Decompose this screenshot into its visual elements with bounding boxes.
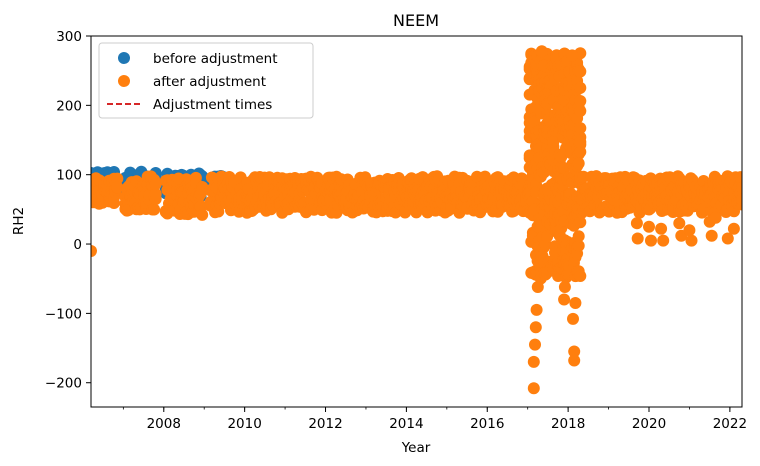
legend-marker-after-adjustment bbox=[118, 75, 130, 87]
outlier-point-1-1565 bbox=[567, 312, 579, 325]
point-1-947 bbox=[541, 230, 554, 243]
outlier-point-1-1560 bbox=[531, 281, 544, 293]
outlier-point-1-1572 bbox=[645, 234, 657, 247]
legend-entry-adjustment-times: Adjustment times bbox=[107, 97, 272, 113]
point-1-1552 bbox=[736, 181, 742, 194]
y-tick-label: −100 bbox=[45, 306, 82, 322]
y-ticks: −200 −100 0 100 200 300 bbox=[45, 29, 91, 392]
point-1-180 bbox=[196, 208, 209, 221]
legend-marker-before-adjustment bbox=[118, 52, 130, 64]
point-1-1550 bbox=[734, 171, 742, 184]
point-1-1239 bbox=[574, 270, 587, 282]
x-tick-label: 2018 bbox=[551, 416, 585, 432]
outlier-point-1-1575 bbox=[673, 217, 686, 230]
outlier-point-1-1582 bbox=[721, 232, 734, 245]
x-tick-label: 2008 bbox=[147, 416, 181, 432]
outlier-point-1-1554 bbox=[91, 245, 97, 257]
outlier-point-1-1557 bbox=[529, 338, 541, 351]
point-1-107 bbox=[148, 203, 161, 216]
point-1-1553 bbox=[736, 193, 742, 206]
outlier-point-1-1562 bbox=[558, 281, 571, 293]
outlier-point-1-1566 bbox=[569, 297, 582, 309]
x-ticks: 2008 2010 2012 2014 2016 2018 2020 2022 bbox=[122, 407, 747, 432]
point-1-1247 bbox=[574, 216, 587, 229]
legend-entry-after-adjustment: after adjustment bbox=[118, 74, 266, 90]
y-axis-label: RH2 bbox=[11, 207, 27, 235]
outlier-point-1-1580 bbox=[705, 229, 718, 242]
x-tick-label: 2022 bbox=[713, 416, 747, 432]
point-1-1241 bbox=[574, 122, 587, 135]
point-1-1240 bbox=[574, 105, 587, 117]
x-axis-label: Year bbox=[401, 440, 431, 456]
outlier-point-1-1558 bbox=[529, 321, 542, 334]
outlier-point-1-1555 bbox=[527, 382, 540, 395]
outlier-point-1-1571 bbox=[643, 220, 655, 233]
outlier-point-1-1574 bbox=[657, 234, 670, 247]
x-tick-label: 2020 bbox=[632, 416, 666, 432]
x-tick-label: 2016 bbox=[470, 416, 504, 432]
outlier-point-1-1568 bbox=[566, 49, 579, 62]
legend: before adjustment after adjustment Adjus… bbox=[98, 42, 314, 119]
plot-frame bbox=[90, 35, 743, 408]
chart-title: NEEM bbox=[393, 11, 439, 30]
outlier-point-1-1556 bbox=[527, 355, 540, 368]
point-1-1243 bbox=[574, 136, 587, 148]
outlier-point-1-1559 bbox=[530, 303, 543, 316]
outlier-point-1-1570 bbox=[631, 232, 644, 245]
point-1-1233 bbox=[572, 230, 585, 243]
legend-entry-before-adjustment: before adjustment bbox=[118, 51, 278, 67]
x-tick-label: 2012 bbox=[308, 416, 342, 432]
point-1-48 bbox=[111, 172, 124, 185]
point-1-1237 bbox=[574, 81, 587, 94]
point-1-110 bbox=[149, 178, 162, 191]
y-tick-label: 0 bbox=[73, 237, 82, 253]
outlier-point-1-1573 bbox=[655, 222, 668, 235]
outlier-point-1-1564 bbox=[568, 354, 581, 367]
outlier-point-1-1581 bbox=[709, 211, 722, 224]
point-1-1238 bbox=[574, 95, 587, 107]
outlier-point-1-1563 bbox=[568, 345, 581, 358]
legend-label-after-adjustment: after adjustment bbox=[153, 74, 266, 90]
outlier-point-1-1578 bbox=[685, 234, 698, 247]
legend-box bbox=[98, 42, 314, 119]
y-tick-label: 300 bbox=[56, 29, 82, 45]
point-1-1236 bbox=[574, 145, 587, 158]
y-tick-label: 100 bbox=[56, 168, 82, 184]
outlier-point-1-1567 bbox=[535, 45, 548, 58]
x-tick-label: 2010 bbox=[227, 416, 261, 432]
plot-points bbox=[91, 45, 742, 395]
point-1-1223 bbox=[572, 157, 585, 170]
legend-label-adjustment-times: Adjustment times bbox=[153, 97, 272, 113]
outlier-point-1-1577 bbox=[683, 224, 696, 237]
outlier-point-1-1583 bbox=[727, 222, 740, 235]
point-1-1246 bbox=[574, 65, 587, 78]
axes bbox=[90, 35, 743, 408]
series-after-adjustment bbox=[91, 45, 742, 395]
point-1-1008 bbox=[547, 135, 560, 148]
outlier-point-1-1561 bbox=[558, 293, 571, 306]
legend-label-before-adjustment: before adjustment bbox=[153, 51, 278, 67]
point-1-1226 bbox=[572, 239, 585, 252]
y-tick-label: 200 bbox=[56, 98, 82, 114]
y-tick-label: −200 bbox=[45, 376, 82, 392]
point-1-50 bbox=[111, 181, 124, 194]
outlier-point-1-1569 bbox=[630, 217, 643, 230]
x-tick-label: 2014 bbox=[389, 416, 423, 432]
point-1-109 bbox=[149, 187, 162, 200]
